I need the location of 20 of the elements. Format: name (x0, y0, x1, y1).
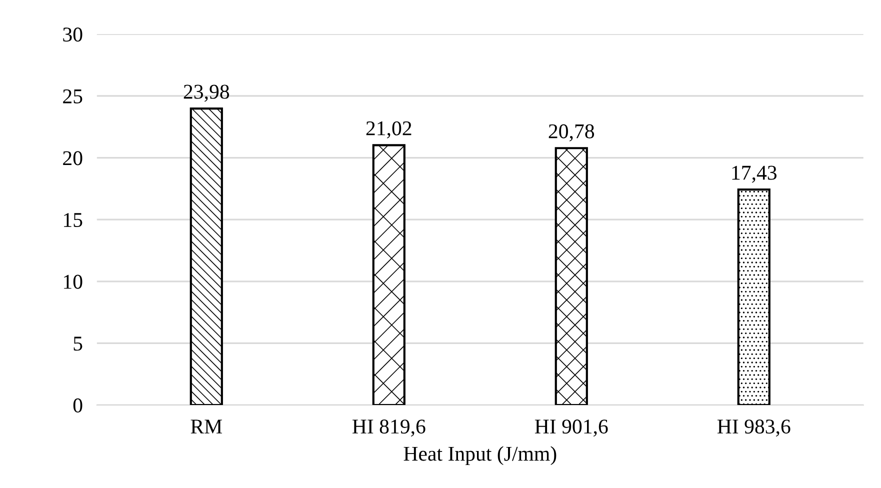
x-tick-label: HI 819,6 (352, 420, 426, 437)
y-tick-label: 5 (74, 336, 82, 351)
x-tick-label: HI 901,6 (534, 420, 608, 437)
y-tick-label: 25 (63, 89, 82, 104)
y-tick-label: 0 (73, 398, 82, 412)
data-label: 21,02 (366, 121, 412, 138)
bar (737, 188, 770, 406)
bar (372, 144, 406, 406)
data-label: 17,43 (732, 166, 777, 183)
x-tick-label: RM (190, 420, 222, 434)
bar (190, 108, 223, 406)
y-tick-label: 10 (64, 274, 82, 289)
data-label: 23,98 (184, 84, 230, 102)
bar (554, 147, 588, 406)
data-label: 20,78 (548, 124, 594, 142)
y-tick-label: 30 (63, 28, 82, 42)
x-axis-title: Heat Input (J/mm) (404, 446, 556, 466)
y-tick-label: 20 (63, 151, 82, 166)
y-tick-label: 15 (64, 213, 82, 228)
x-tick-label: HI 983,6 (717, 420, 790, 437)
